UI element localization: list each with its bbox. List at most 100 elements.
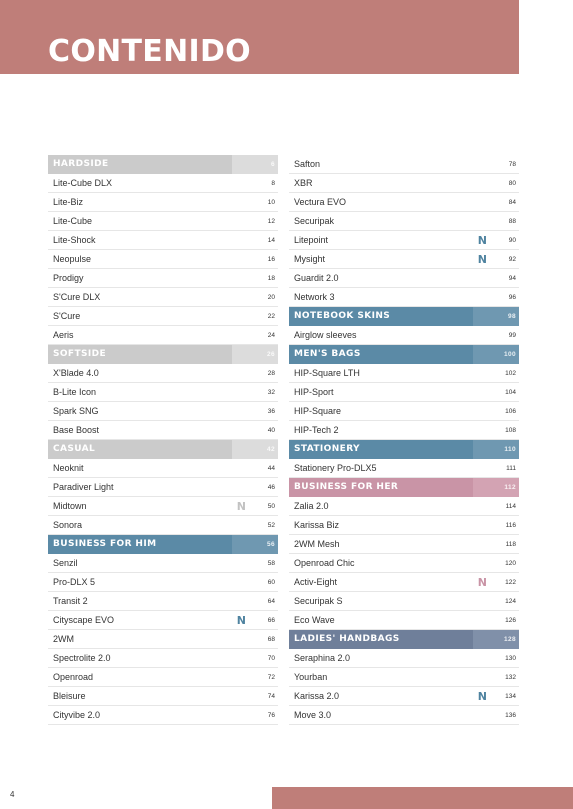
toc-item-litepoint: Litepoint N 90 <box>289 231 519 250</box>
page-ref: 132 <box>505 673 516 681</box>
toc-item-seraphina-2-0: Seraphina 2.0 130 <box>289 649 519 668</box>
toc-left-column: HARDSIDE 6 Lite-Cube DLX 8 Lite-Biz 10 Lite-Cu… <box>48 155 278 725</box>
toc-item-neoknit: Neoknit 44 <box>48 459 278 478</box>
toc-item-openroad-chic: Openroad Chic 120 <box>289 554 519 573</box>
page-ref: 12 <box>267 217 275 225</box>
section-title: BUSINESS FOR HIM <box>53 539 157 549</box>
page-ref: 116 <box>505 521 516 529</box>
page-ref: 60 <box>267 578 275 586</box>
toc-section-softside: SOFTSIDE 26 <box>48 345 278 364</box>
page-ref: 8 <box>271 179 275 187</box>
toc-item-safton: Safton 78 <box>289 155 519 174</box>
toc-item-xbr: XBR 80 <box>289 174 519 193</box>
item-label: Spark SNG <box>53 405 99 416</box>
toc-item-2wm-mesh: 2WM Mesh 118 <box>289 535 519 554</box>
item-label: Spectrolite 2.0 <box>53 652 111 663</box>
page-ref: 110 <box>504 446 516 453</box>
item-label: Midtown <box>53 500 87 511</box>
page-ref: 46 <box>267 483 275 491</box>
page-ref: 22 <box>267 312 275 320</box>
item-label: S'Cure DLX <box>53 291 101 302</box>
page-ref: 136 <box>505 711 516 719</box>
item-label: Move 3.0 <box>294 709 332 720</box>
toc-item-2wm: 2WM 68 <box>48 630 278 649</box>
item-label: Base Boost <box>53 424 100 435</box>
page-ref: 96 <box>508 293 516 301</box>
page-ref: 99 <box>508 331 516 339</box>
item-label: S'Cure <box>53 310 81 321</box>
toc-item-x-blade-4-0: X'Blade 4.0 28 <box>48 364 278 383</box>
toc-item-base-boost: Base Boost 40 <box>48 421 278 440</box>
page-ref: 122 <box>505 578 516 586</box>
new-badge-icon: N <box>236 613 246 627</box>
item-label: Openroad <box>53 671 94 682</box>
toc-item-spectrolite-2-0: Spectrolite 2.0 70 <box>48 649 278 668</box>
page-ref: 10 <box>267 198 275 206</box>
toc-item-lite-biz: Lite-Biz 10 <box>48 193 278 212</box>
page-ref: 64 <box>267 597 275 605</box>
page-ref: 120 <box>505 559 516 567</box>
page-ref: 50 <box>267 502 275 510</box>
page-ref: 112 <box>504 484 516 491</box>
page-ref: 126 <box>505 616 516 624</box>
toc-item-lite-cube: Lite-Cube 12 <box>48 212 278 231</box>
toc-section-hardside: HARDSIDE 6 <box>48 155 278 174</box>
item-label: Cityscape EVO <box>53 614 115 625</box>
toc-item-cityscape-evo: Cityscape EVO N 66 <box>48 611 278 630</box>
toc-item-senzil: Senzil 58 <box>48 554 278 573</box>
item-label: Lite-Shock <box>53 234 96 245</box>
item-label: HIP-Sport <box>294 386 334 397</box>
toc-item-securipak-s: Securipak S 124 <box>289 592 519 611</box>
item-label: 2WM <box>53 633 74 644</box>
toc-item-transit-2: Transit 2 64 <box>48 592 278 611</box>
item-label: HIP-Tech 2 <box>294 424 339 435</box>
item-label: Eco Wave <box>294 614 335 625</box>
toc-section-business-for-her: BUSINESS FOR HER 112 <box>289 478 519 497</box>
page-ref: 128 <box>503 636 516 643</box>
section-title: HARDSIDE <box>53 159 109 169</box>
item-label: Zalia 2.0 <box>294 500 329 511</box>
toc-section-casual: CASUAL 42 <box>48 440 278 459</box>
toc-right-column: Safton 78 XBR 80 Vectura EVO 84 Securipak 88 Lit… <box>289 155 519 725</box>
toc-item-hip-square: HIP-Square 106 <box>289 402 519 421</box>
toc-item-hip-square-lth: HIP-Square LTH 102 <box>289 364 519 383</box>
item-label: B-Lite Icon <box>53 386 97 397</box>
section-title: BUSINESS FOR HER <box>294 482 399 492</box>
section-title: CASUAL <box>53 444 96 454</box>
item-label: Yourban <box>294 671 328 682</box>
item-label: 2WM Mesh <box>294 538 340 549</box>
toc-item-mysight: Mysight N 92 <box>289 250 519 269</box>
page-ref: 108 <box>505 426 516 434</box>
toc-item-zalia-2-0: Zalia 2.0 114 <box>289 497 519 516</box>
toc-item-eco-wave: Eco Wave 126 <box>289 611 519 630</box>
page-ref: 114 <box>505 502 516 510</box>
toc-item-hip-tech-2: HIP-Tech 2 108 <box>289 421 519 440</box>
page-ref: 118 <box>505 540 516 548</box>
item-label: Lite-Cube <box>53 215 93 226</box>
toc-item-lite-cube-dlx: Lite-Cube DLX 8 <box>48 174 278 193</box>
item-label: Openroad Chic <box>294 557 355 568</box>
page-ref: 36 <box>267 407 275 415</box>
item-label: Aeris <box>53 329 74 340</box>
toc-item-vectura-evo: Vectura EVO 84 <box>289 193 519 212</box>
toc-section-notebook-skins: NOTEBOOK SKINS 98 <box>289 307 519 326</box>
item-label: Paradiver Light <box>53 481 114 492</box>
toc-item-aeris: Aeris 24 <box>48 326 278 345</box>
toc-item-b-lite-icon: B-Lite Icon 32 <box>48 383 278 402</box>
new-badge-icon: N <box>236 499 246 513</box>
page-ref: 124 <box>505 597 516 605</box>
page-ref: 66 <box>267 616 275 624</box>
page-ref: 16 <box>267 255 275 263</box>
toc-section-ladies-handbags: LADIES' HANDBAGS 128 <box>289 630 519 649</box>
item-label: Litepoint <box>294 234 329 245</box>
item-label: Airglow sleeves <box>294 329 357 340</box>
header-band <box>0 0 519 74</box>
page-ref: 134 <box>505 692 516 700</box>
item-label: Seraphina 2.0 <box>294 652 351 663</box>
item-label: Securipak S <box>294 595 343 606</box>
toc-item-openroad: Openroad 72 <box>48 668 278 687</box>
page-ref: 28 <box>267 369 275 377</box>
toc-item-airglow-sleeves: Airglow sleeves 99 <box>289 326 519 345</box>
item-label: Karissa 2.0 <box>294 690 340 701</box>
page-ref: 90 <box>508 236 516 244</box>
